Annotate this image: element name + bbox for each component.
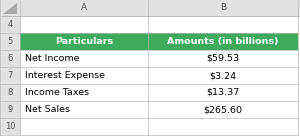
- Text: 9: 9: [8, 105, 13, 114]
- Text: 10: 10: [5, 122, 15, 131]
- Text: Interest Expense: Interest Expense: [25, 71, 105, 80]
- Bar: [20, 84, 148, 101]
- Bar: [20, 50, 148, 67]
- Bar: [20, 118, 148, 135]
- Text: $13.37: $13.37: [206, 88, 240, 97]
- Text: Net Sales: Net Sales: [25, 105, 70, 114]
- Text: Particulars: Particulars: [55, 37, 113, 46]
- Bar: [148, 118, 298, 135]
- Text: Net Income: Net Income: [25, 54, 80, 63]
- Bar: [148, 33, 298, 50]
- Bar: [0, 0, 20, 16]
- Bar: [148, 67, 298, 84]
- Text: B: B: [220, 4, 226, 12]
- Text: $59.53: $59.53: [206, 54, 240, 63]
- Text: Amounts (in billions): Amounts (in billions): [167, 37, 279, 46]
- Bar: [148, 84, 298, 101]
- Text: $265.60: $265.60: [203, 105, 242, 114]
- Bar: [0, 16, 20, 33]
- Bar: [0, 101, 20, 118]
- Text: 5: 5: [8, 37, 13, 46]
- Bar: [0, 33, 20, 50]
- Text: Income Taxes: Income Taxes: [25, 88, 89, 97]
- Bar: [20, 16, 148, 33]
- Bar: [0, 67, 20, 84]
- Text: 8: 8: [7, 88, 13, 97]
- Text: $3.24: $3.24: [209, 71, 237, 80]
- Bar: [20, 67, 148, 84]
- Polygon shape: [3, 3, 17, 14]
- Bar: [0, 84, 20, 101]
- Bar: [148, 50, 298, 67]
- Bar: [0, 50, 20, 67]
- Bar: [148, 16, 298, 33]
- Text: A: A: [81, 4, 87, 12]
- Bar: [20, 101, 148, 118]
- Bar: [20, 33, 148, 50]
- Bar: [0, 118, 20, 135]
- Text: 6: 6: [7, 54, 13, 63]
- Text: 7: 7: [7, 71, 13, 80]
- Bar: [148, 101, 298, 118]
- Bar: [0, 0, 300, 16]
- Text: 4: 4: [8, 20, 13, 29]
